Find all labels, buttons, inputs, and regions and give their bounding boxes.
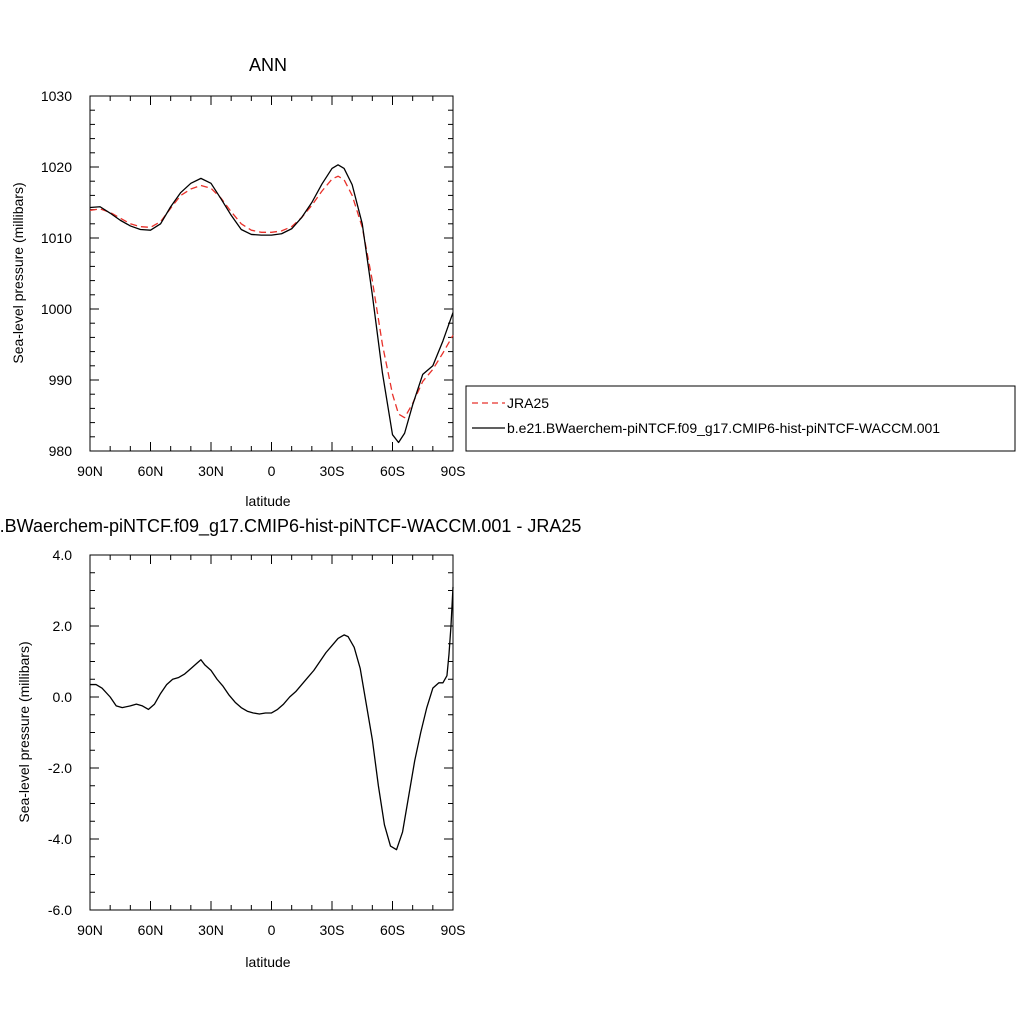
bottom-y-tick-label: -6.0 xyxy=(48,902,72,918)
top-x-tick-label: 60S xyxy=(380,463,405,479)
top-series-line-1 xyxy=(89,175,454,419)
bottom-y-tick-label: -2.0 xyxy=(48,760,72,776)
bottom-x-tick-label: 60S xyxy=(380,922,405,938)
top-series-line-2 xyxy=(89,164,454,444)
bottom-x-axis-label: latitude xyxy=(245,954,290,970)
bottom-x-tick-label: 90N xyxy=(77,922,103,938)
legend-label-model: b.e21.BWaerchem-piNTCF.f09_g17.CMIP6-his… xyxy=(507,420,940,436)
bottom-x-tick-label: 90S xyxy=(441,922,466,938)
legend-label-jra25: JRA25 xyxy=(507,395,549,411)
top-y-tick-label: 1010 xyxy=(41,230,72,246)
top-x-axis-label: latitude xyxy=(245,493,290,509)
bottom-y-tick-label: -4.0 xyxy=(48,831,72,847)
bottom-y-tick-label: 0.0 xyxy=(53,689,73,705)
top-y-tick-label: 1030 xyxy=(41,88,72,104)
top-x-tick-label: 30S xyxy=(320,463,345,479)
bottom-y-tick-label: 2.0 xyxy=(53,618,73,634)
bottom-x-tick-label: 0 xyxy=(268,922,276,938)
top-plot-frame xyxy=(89,95,454,452)
top-axis-ticks: 90N 60N 30N 0 30S 60S 90S 980 990 1000 1010 1020 103… xyxy=(41,88,466,479)
top-x-tick-label: 0 xyxy=(268,463,276,479)
legend: JRA25 b.e21.BWaerchem-piNTCF.f09_g17.CMI… xyxy=(465,385,1016,452)
legend-box xyxy=(465,385,1016,452)
bottom-x-tick-label: 60N xyxy=(138,922,164,938)
top-x-tick-label: 30N xyxy=(198,463,224,479)
top-y-tick-label: 990 xyxy=(49,372,73,388)
top-y-tick-label: 1020 xyxy=(41,159,72,175)
bottom-x-tick-label: 30N xyxy=(198,922,224,938)
bottom-plot-frame xyxy=(89,554,454,911)
top-y-tick-label: 1000 xyxy=(41,301,72,317)
top-x-tick-label: 90S xyxy=(441,463,466,479)
top-series-group xyxy=(89,164,454,444)
bottom-x-tick-label: 30S xyxy=(320,922,345,938)
bottom-chart-title: b.e21.BWaerchem-piNTCF.f09_g17.CMIP6-his… xyxy=(0,516,581,537)
top-y-tick-label: 980 xyxy=(49,443,73,459)
top-x-tick-label: 90N xyxy=(77,463,103,479)
top-y-axis-label: Sea-level pressure (millibars) xyxy=(10,182,26,363)
top-chart-title: ANN xyxy=(249,55,287,75)
bottom-chart: 90N 60N 30N 0 30S 60S 90S -6.0 -4.0 -2.0 0.0 2.0 4.0… xyxy=(16,547,465,970)
bottom-axis-ticks: 90N 60N 30N 0 30S 60S 90S -6.0 -4.0 -2.0 0.0 2.0 4.0 xyxy=(48,547,466,938)
bottom-y-axis-label: Sea-level pressure (millibars) xyxy=(16,641,32,822)
top-x-tick-label: 60N xyxy=(138,463,164,479)
bottom-series-line-1 xyxy=(90,586,454,851)
top-chart: 90N 60N 30N 0 30S 60S 90S 980 990 1000 1010 1020 103… xyxy=(10,88,465,509)
bottom-series-group xyxy=(90,586,454,851)
bottom-y-tick-label: 4.0 xyxy=(53,547,73,563)
